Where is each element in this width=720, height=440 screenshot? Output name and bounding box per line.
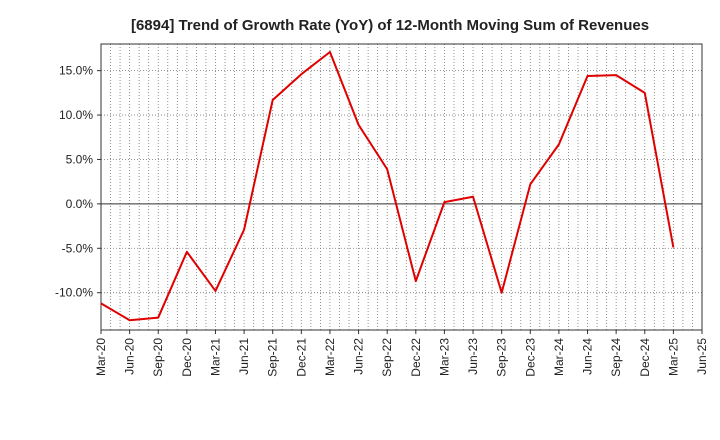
y-tick-labels: -10.0% -5.0% 0.0% 5.0% 10.0% 15.0% xyxy=(55,64,93,300)
x-tick-label: Mar-20 xyxy=(94,338,108,376)
x-tick-labels: Mar-20 Jun-20 Sep-20 Dec-20 Mar-21 Jun-21 Sep-… xyxy=(94,338,709,377)
y-tick-label: -10.0% xyxy=(55,286,93,300)
x-tick-label: Jun-21 xyxy=(237,338,251,375)
y-tick-label: -5.0% xyxy=(62,241,94,255)
x-tick-label: Sep-22 xyxy=(380,338,394,377)
x-tick-label: Mar-22 xyxy=(323,338,337,376)
y-tick-label: 5.0% xyxy=(66,152,94,166)
x-tick-label: Mar-24 xyxy=(552,338,566,376)
x-tick-label: Dec-24 xyxy=(638,338,652,377)
x-tick-label: Jun-25 xyxy=(695,338,709,375)
x-tick-label: Jun-24 xyxy=(581,338,595,375)
y-tick-label: 10.0% xyxy=(59,108,93,122)
x-tick-label: Sep-21 xyxy=(266,338,280,377)
grid xyxy=(101,44,702,330)
x-tick-label: Dec-22 xyxy=(409,338,423,377)
x-tick-label: Jun-22 xyxy=(352,338,366,375)
x-tick-label: Mar-23 xyxy=(437,338,451,376)
x-tick-label: Mar-21 xyxy=(208,338,222,376)
x-tick-label: Jun-20 xyxy=(123,338,137,375)
x-tick-label: Mar-25 xyxy=(666,338,680,376)
x-tick-label: Dec-23 xyxy=(523,338,537,377)
series-layer xyxy=(100,50,675,322)
x-tick-label: Dec-20 xyxy=(180,338,194,377)
plot-frame xyxy=(100,43,703,331)
x-tick-label: Sep-23 xyxy=(495,338,509,377)
x-tick-label: Jun-23 xyxy=(466,338,480,375)
x-tick-label: Dec-21 xyxy=(294,338,308,377)
y-tick-label: 0.0% xyxy=(66,197,94,211)
axes xyxy=(97,43,703,334)
x-tick-label: Sep-20 xyxy=(151,338,165,377)
x-tick-label: Sep-24 xyxy=(609,338,623,377)
y-tick-label: 15.0% xyxy=(59,64,93,78)
chart-title: [6894] Trend of Growth Rate (YoY) of 12-… xyxy=(131,17,649,34)
